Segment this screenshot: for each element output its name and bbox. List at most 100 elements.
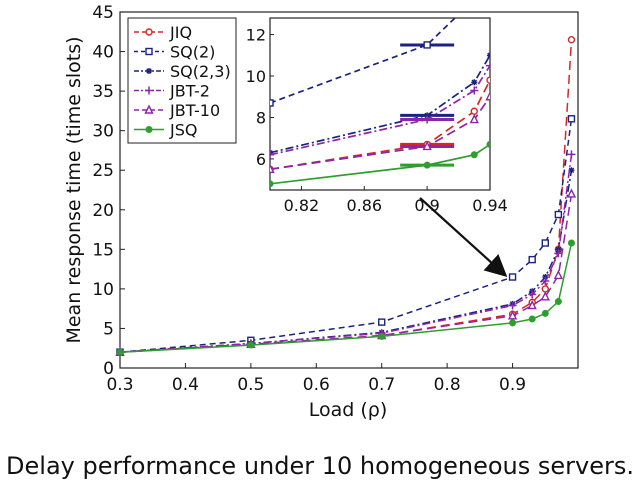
point-SQ(2)-2 bbox=[378, 318, 386, 326]
point-JBT-10-6 bbox=[553, 269, 564, 280]
point-JSQ-5 bbox=[541, 309, 549, 317]
main-tick-layer: 0.3 0.4 0.5 0.6 0.7 0.8 0.9 0 5 10 15 20 25 30 35 40 45 bbox=[92, 3, 526, 395]
inset-point-JBT-2-0 bbox=[270, 150, 274, 159]
inset-frame bbox=[269, 17, 491, 191]
legend-marker-JBT-2 bbox=[145, 86, 153, 95]
y-tick-label-6: 30 bbox=[92, 122, 114, 142]
main-series-layer bbox=[115, 35, 577, 357]
inset-x-tick-label-1: 0.86 bbox=[346, 196, 382, 215]
x-tick-label-3: 0.6 bbox=[303, 375, 330, 395]
zoom-arrow bbox=[419, 197, 508, 277]
inset-point-SQ(2)-2 bbox=[471, 0, 477, 2]
point-JBT-10-7 bbox=[566, 188, 577, 198]
legend-marker-JBT-10 bbox=[144, 104, 154, 114]
legend-marker-SQ(2,3) bbox=[146, 68, 152, 74]
point-SQ(2)-4 bbox=[528, 255, 536, 264]
inset-line-JBT-10 bbox=[270, 96, 490, 171]
inset-point-SQ(2)-0 bbox=[270, 99, 274, 107]
inset-x-tick-label-3: 0.94 bbox=[472, 196, 508, 215]
legend-marker-SQ(2) bbox=[145, 47, 153, 56]
inset-point-JBT-2-2 bbox=[470, 86, 479, 95]
point-JBT-2-7 bbox=[567, 150, 576, 159]
inset-point-JSQ-2 bbox=[470, 151, 478, 159]
series-line-SQ(2) bbox=[119, 118, 573, 353]
series-line-JIQ bbox=[119, 39, 573, 353]
point-JSQ-7 bbox=[567, 239, 575, 247]
inset-point-SQ(2,3)-2 bbox=[471, 79, 478, 86]
inset-point-JBT-10-0 bbox=[270, 163, 275, 173]
point-JBT-2-6 bbox=[554, 249, 563, 258]
point-JBT-10-3 bbox=[507, 310, 518, 320]
x-tick-label-5: 0.8 bbox=[434, 375, 461, 395]
legend-label-SQ(2): SQ(2) bbox=[170, 43, 215, 62]
inset-x-tick-label-0: 0.82 bbox=[284, 196, 320, 215]
point-SQ(2)-6 bbox=[554, 210, 563, 219]
inset-point-JBT-10-1 bbox=[422, 140, 432, 151]
inset-point-JSQ-1 bbox=[423, 161, 431, 169]
x-tick-label-6: 0.9 bbox=[499, 375, 526, 395]
legend-label-JBT-10: JBT-10 bbox=[169, 101, 220, 120]
inset-point-JSQ-3 bbox=[486, 140, 490, 148]
inset-y-tick-label-2: 10 bbox=[246, 67, 266, 86]
y-tick-label-7: 35 bbox=[92, 82, 114, 102]
x-axis-label: Load (ρ) bbox=[309, 399, 388, 421]
legend-box bbox=[127, 17, 237, 144]
point-JSQ-0 bbox=[116, 348, 124, 356]
point-JSQ-2 bbox=[378, 332, 386, 340]
legend-label-JBT-2: JBT-2 bbox=[169, 82, 210, 101]
point-SQ(2)-5 bbox=[541, 239, 549, 247]
legend-label-SQ(2,3): SQ(2,3) bbox=[170, 62, 231, 81]
inset-y-tick-label-3: 12 bbox=[246, 26, 266, 45]
point-JBT-10-5 bbox=[540, 291, 550, 301]
inset-line-JIQ bbox=[270, 79, 490, 171]
inset-point-JSQ-0 bbox=[270, 180, 274, 188]
inset-point-JBT-10-2 bbox=[469, 113, 479, 124]
y-tick-label-8: 40 bbox=[92, 43, 114, 63]
y-tick-label-1: 5 bbox=[103, 319, 114, 339]
point-JBT-2-4 bbox=[528, 290, 537, 299]
point-JSQ-1 bbox=[247, 341, 255, 349]
inset-line-JSQ bbox=[270, 143, 490, 185]
inset-point-SQ(2)-1 bbox=[423, 41, 431, 49]
legend-marker-JIQ bbox=[145, 28, 153, 36]
inset-point-JBT-10-3 bbox=[485, 91, 490, 101]
figure-caption: Delay performance under 10 homogeneous s… bbox=[6, 452, 634, 480]
inset-point-JIQ-2 bbox=[470, 107, 478, 115]
point-SQ(2,3)-7 bbox=[568, 167, 575, 174]
inset-line-SQ(2,3) bbox=[270, 54, 490, 154]
y-tick-label-5: 25 bbox=[92, 161, 114, 181]
point-SQ(2)-7 bbox=[567, 115, 576, 123]
inset-point-SQ(2,3)-1 bbox=[424, 112, 431, 119]
point-JSQ-4 bbox=[528, 315, 536, 323]
series-line-JBT-2 bbox=[119, 154, 573, 353]
inset-point-JBT-2-3 bbox=[486, 61, 490, 70]
y-tick-label-9: 45 bbox=[92, 3, 114, 23]
chart: 0.3 0.4 0.5 0.6 0.7 0.8 0.9051015202530354045 … bbox=[63, 0, 579, 421]
inset-line-SQ(2) bbox=[270, 18, 457, 104]
y-tick-label-3: 15 bbox=[92, 240, 114, 260]
point-SQ(2)-3 bbox=[508, 273, 517, 281]
legend-marker-JSQ bbox=[145, 126, 153, 133]
point-JBT-2-5 bbox=[541, 276, 550, 285]
inset-point-JIQ-3 bbox=[486, 76, 490, 84]
point-JIQ-7 bbox=[567, 35, 576, 44]
inset-point-JBT-2-1 bbox=[423, 115, 432, 124]
x-tick-label-2: 0.5 bbox=[237, 375, 264, 395]
y-tick-label-2: 10 bbox=[92, 280, 114, 300]
point-JSQ-3 bbox=[509, 319, 517, 327]
x-tick-label-1: 0.4 bbox=[172, 375, 199, 395]
y-tick-label-0: 0 bbox=[103, 359, 114, 379]
y-tick-label-4: 20 bbox=[92, 201, 114, 221]
inset-y-tick-label-0: 6 bbox=[256, 150, 266, 169]
inset-series-layer bbox=[270, 0, 490, 188]
inset-y-tick-label-1: 8 bbox=[256, 108, 266, 127]
point-JBT-2-3 bbox=[508, 301, 517, 310]
inset-line-JBT-2 bbox=[270, 65, 490, 156]
point-JIQ-5 bbox=[541, 285, 549, 293]
legend-label-JSQ: JSQ bbox=[169, 121, 197, 140]
point-JBT-10-4 bbox=[527, 299, 537, 310]
x-tick-label-0: 0.3 bbox=[106, 375, 133, 395]
point-JSQ-6 bbox=[554, 298, 562, 306]
